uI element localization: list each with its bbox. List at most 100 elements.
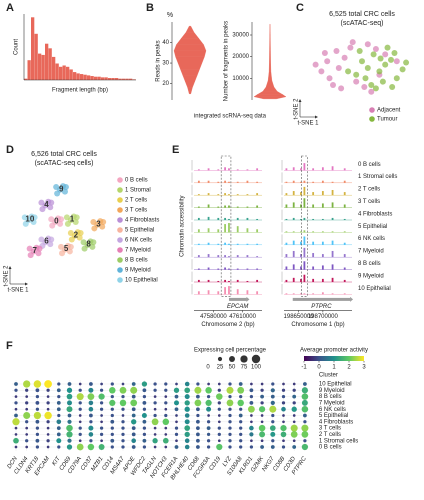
- peak: [292, 264, 295, 270]
- peak: [300, 168, 302, 171]
- dot: [184, 425, 191, 431]
- dot: [250, 439, 253, 443]
- dot: [14, 413, 18, 418]
- peak: [246, 194, 249, 196]
- dot: [33, 380, 42, 388]
- peak: [246, 255, 249, 258]
- dot: [99, 388, 104, 392]
- panel-label: D: [6, 144, 14, 156]
- gene-body: [292, 297, 351, 301]
- peak: [331, 250, 334, 258]
- dot: [301, 387, 309, 394]
- point: [368, 88, 375, 95]
- cluster-label: 2: [74, 230, 79, 239]
- dot: [25, 439, 29, 443]
- dot: [196, 426, 200, 430]
- peak: [343, 180, 346, 183]
- x-axis-label: Fragment length (bp): [52, 88, 108, 94]
- dot: [206, 439, 211, 443]
- peak: [246, 268, 249, 270]
- peak: [197, 229, 200, 233]
- peak: [312, 266, 315, 270]
- dot: [237, 386, 245, 394]
- dot: [67, 382, 72, 386]
- peak: [300, 254, 302, 258]
- point: [345, 68, 352, 75]
- dot: [194, 386, 202, 394]
- track-label: 8 B cells: [358, 261, 381, 267]
- cluster-label: 8 B cells: [319, 394, 342, 400]
- peak: [321, 278, 324, 282]
- y-axis-label: t-SNE 2: [4, 265, 10, 287]
- point: [30, 219, 37, 225]
- dot: [66, 387, 73, 393]
- dot: [196, 419, 200, 424]
- dot: [175, 439, 178, 443]
- dot: [78, 414, 82, 417]
- peak: [343, 168, 346, 171]
- histogram-bar: [80, 74, 84, 80]
- peak: [292, 231, 295, 233]
- peak: [312, 231, 315, 233]
- peak: [256, 291, 259, 295]
- peak: [224, 224, 226, 233]
- dot: [207, 382, 210, 386]
- dot: [249, 388, 254, 393]
- point: [25, 217, 32, 224]
- peak: [303, 180, 306, 183]
- dot: [46, 426, 50, 430]
- dot: [14, 382, 18, 386]
- peak: [331, 181, 334, 183]
- point: [47, 241, 54, 248]
- panel-label: A: [6, 2, 14, 14]
- dot: [98, 444, 105, 450]
- peak: [256, 279, 259, 282]
- dot: [260, 414, 264, 417]
- cluster-label: 3 T cells: [319, 426, 341, 432]
- dot: [121, 426, 125, 430]
- point: [312, 61, 319, 68]
- peak: [197, 279, 200, 282]
- dot: [250, 420, 253, 424]
- peak: [321, 241, 324, 245]
- chart-title: 6,526 total CRC cells: [31, 151, 97, 158]
- dot: [46, 395, 50, 398]
- dot: [25, 388, 29, 392]
- track-label: 3 T cells: [358, 199, 380, 205]
- legend-label: 10 Epithelial: [125, 278, 158, 284]
- peak: [197, 243, 200, 245]
- dot: [269, 405, 277, 413]
- dot: [260, 388, 264, 392]
- point: [364, 65, 371, 71]
- legend-swatch: [117, 237, 123, 243]
- peak: [285, 293, 288, 295]
- dot: [184, 431, 190, 438]
- violin-slice: [176, 38, 204, 45]
- dot: [121, 439, 125, 443]
- caption: integrated scRNA-seq data: [194, 114, 267, 120]
- point: [347, 44, 354, 51]
- cluster-label: 10 Epithelial: [319, 382, 352, 388]
- peak: [331, 277, 334, 282]
- histogram-bar: [111, 78, 115, 80]
- peak: [312, 218, 315, 220]
- dot: [142, 432, 147, 437]
- dot: [121, 394, 125, 399]
- dot: [46, 439, 50, 443]
- dot: [280, 424, 287, 432]
- x-tick-label: 198650000: [284, 314, 315, 320]
- dot: [292, 414, 296, 417]
- y-tick-label: 10000: [232, 76, 249, 82]
- legend-swatch: [369, 107, 375, 113]
- point: [338, 85, 345, 92]
- peak: [312, 168, 315, 171]
- dot: [238, 382, 243, 386]
- size-legend-dot: [229, 356, 235, 362]
- dot: [141, 381, 148, 387]
- peak: [228, 256, 230, 258]
- y-axis-label: Reads in peaks: [156, 40, 162, 81]
- dot: [131, 382, 136, 386]
- point: [62, 184, 69, 191]
- x-axis-label: t-SNE 1: [7, 288, 29, 294]
- track-label: 4 Fibroblasts: [358, 211, 392, 217]
